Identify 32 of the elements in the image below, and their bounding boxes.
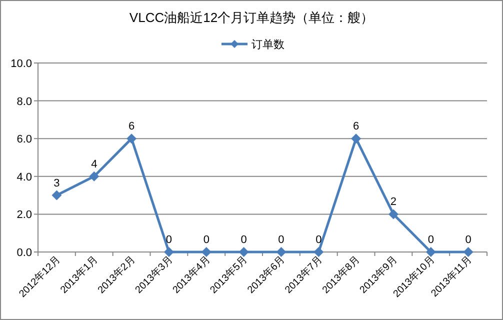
point [126, 134, 137, 144]
point [426, 247, 436, 257]
y-tick-label: 4.0 [16, 171, 32, 184]
data-label: 3 [54, 177, 60, 190]
point [314, 247, 324, 257]
data-label: 0 [240, 234, 247, 246]
data-label: 4 [91, 158, 98, 170]
data-label: 0 [278, 234, 284, 246]
point [201, 247, 212, 257]
y-tick-label: 6.0 [16, 134, 32, 146]
data-label: 0 [316, 234, 322, 246]
point [52, 190, 62, 200]
point [238, 247, 249, 257]
point [463, 247, 474, 257]
data-label: 2 [390, 196, 397, 208]
data-label: 0 [203, 234, 210, 246]
legend-label: 订单数 [252, 38, 284, 51]
y-tick-label: 8.0 [16, 96, 32, 108]
point [276, 247, 286, 257]
data-label: 0 [465, 234, 472, 246]
point [89, 171, 100, 182]
data-label: 6 [352, 120, 360, 133]
data-label: 0 [428, 234, 434, 246]
point [388, 209, 398, 220]
point [164, 247, 174, 257]
data-label: 6 [128, 120, 135, 133]
y-tick-label: 2.0 [16, 209, 32, 222]
point [351, 134, 362, 144]
chart-title: VLCC油船近12个月订单趋势（单位：艘） [129, 10, 374, 25]
y-tick-label: 10.0 [10, 58, 32, 70]
data-label: 0 [166, 234, 172, 246]
y-tick-label: 0.0 [16, 247, 32, 259]
